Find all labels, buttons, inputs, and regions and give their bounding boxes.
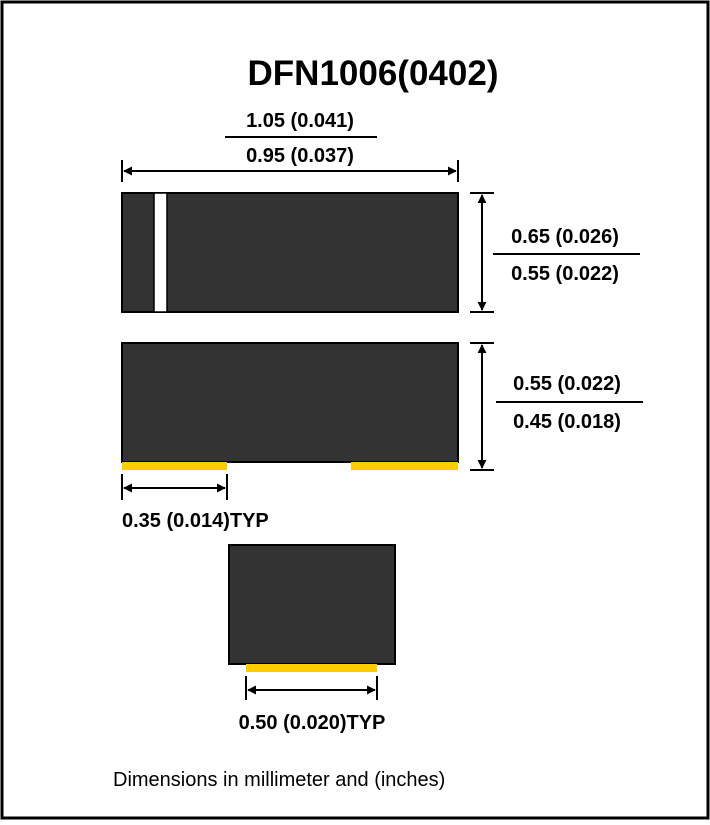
pad-length-label: 0.35 (0.014)TYP bbox=[122, 510, 269, 532]
side-pad-left bbox=[122, 462, 227, 470]
side-view-body bbox=[121, 342, 459, 463]
end-view-body bbox=[228, 544, 396, 665]
height-min-label: 0.45 (0.018) bbox=[513, 411, 621, 433]
top-view-body bbox=[121, 192, 459, 313]
height-max-label: 0.55 (0.022) bbox=[513, 373, 621, 395]
pad-width-label: 0.50 (0.020)TYP bbox=[239, 712, 386, 734]
cathode-band bbox=[153, 192, 168, 313]
end-view-pad bbox=[246, 664, 377, 672]
length-max-label: 1.05 (0.041) bbox=[246, 110, 354, 132]
width-min-label: 0.55 (0.022) bbox=[511, 263, 619, 285]
dimensions-footnote: Dimensions in millimeter and (inches) bbox=[113, 769, 445, 791]
width-max-label: 0.65 (0.026) bbox=[511, 226, 619, 248]
length-min-label: 0.95 (0.037) bbox=[246, 145, 354, 167]
package-title: DFN1006(0402) bbox=[248, 54, 499, 93]
side-pad-right bbox=[351, 462, 458, 470]
